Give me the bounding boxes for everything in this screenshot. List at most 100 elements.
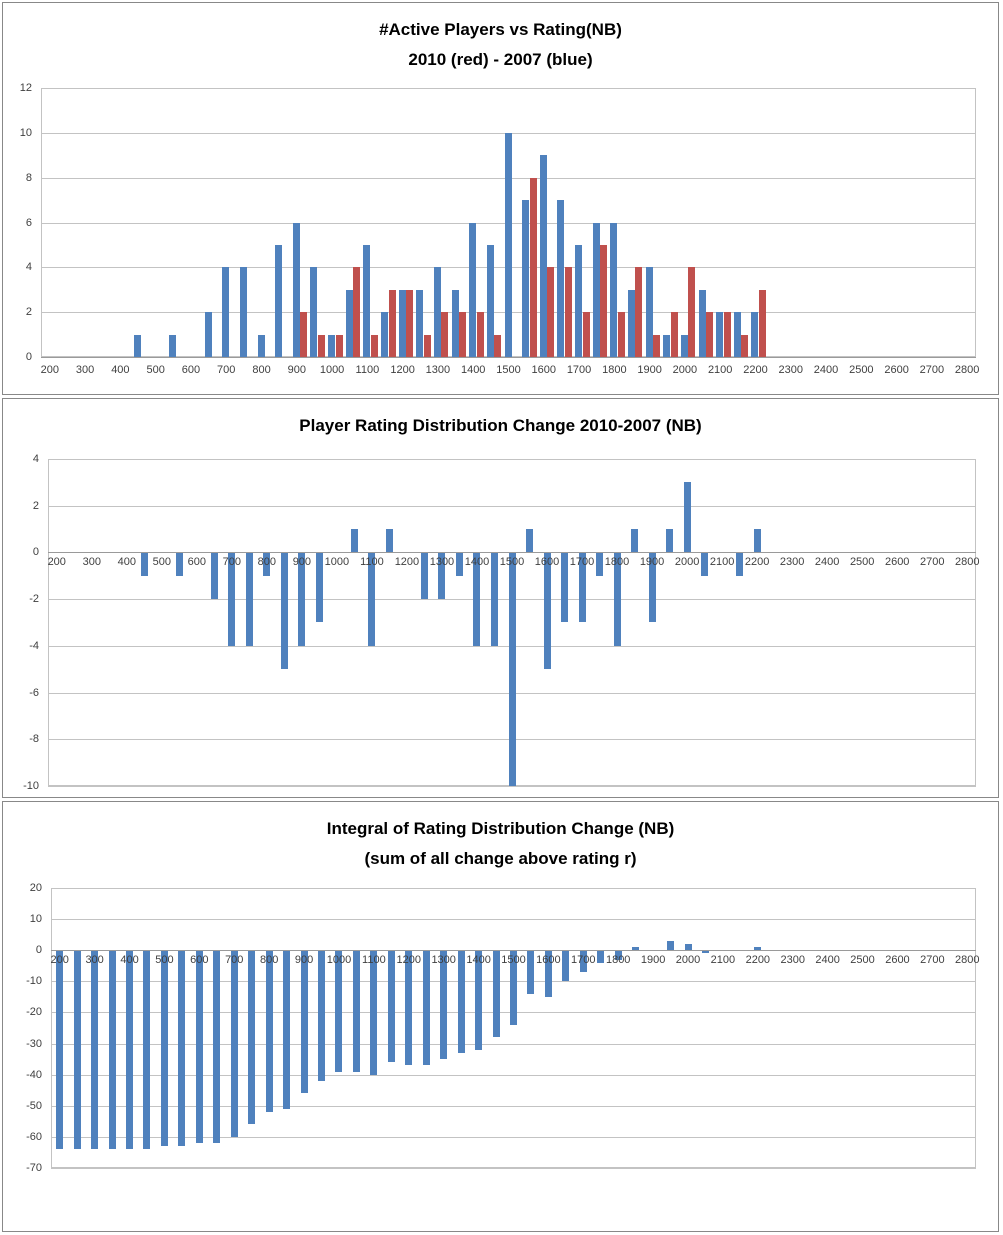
bar-integral xyxy=(300,950,308,1094)
y-tick-label: 10 xyxy=(29,913,42,926)
chart-title: Player Rating Distribution Change 2010-2… xyxy=(3,411,998,441)
x-tick-label: 400 xyxy=(120,954,139,967)
y-tick-label: -10 xyxy=(23,780,39,792)
x-tick-label: 1100 xyxy=(355,364,380,376)
bar-integral xyxy=(492,950,500,1038)
y-tick-label: 2 xyxy=(25,306,32,319)
bar-2007 xyxy=(239,267,247,357)
bar-integral xyxy=(614,950,622,960)
x-tick-label: 800 xyxy=(259,954,279,967)
bar-change-2010-2007 xyxy=(385,529,393,553)
bar-2007 xyxy=(557,200,565,357)
x-tick-label: 800 xyxy=(257,556,277,569)
y-tick-label: 0 xyxy=(25,351,32,363)
bar-2007 xyxy=(257,334,265,357)
bar-2010 xyxy=(388,289,396,357)
x-tick-label: 1200 xyxy=(394,556,420,569)
bar-2007 xyxy=(292,222,300,357)
x-tick-label: 400 xyxy=(111,364,130,376)
bar-change-2010-2007 xyxy=(596,552,604,576)
bar-integral xyxy=(73,950,81,1150)
x-tick-label: 1400 xyxy=(460,364,486,376)
bar-integral xyxy=(405,950,413,1066)
bar-change-2010-2007 xyxy=(701,552,709,576)
bar-integral xyxy=(143,950,151,1150)
bar-change-2010-2007 xyxy=(438,552,446,600)
y-tick-label: 2 xyxy=(32,499,39,512)
bar-2010 xyxy=(547,267,555,357)
bar-integral xyxy=(422,950,430,1066)
x-tick-label: 1400 xyxy=(466,954,491,967)
bar-integral xyxy=(457,950,465,1053)
x-tick-label: 1500 xyxy=(501,954,526,967)
x-tick-label: 1000 xyxy=(319,364,345,376)
plot-border xyxy=(51,888,976,1168)
bar-2010 xyxy=(758,289,766,357)
bar-2007 xyxy=(751,312,759,357)
bar-change-2010-2007 xyxy=(578,552,586,623)
y-tick-label: -4 xyxy=(29,639,39,652)
x-tick-label: 2100 xyxy=(709,556,735,569)
bar-2007 xyxy=(134,334,142,357)
bar-2007 xyxy=(592,222,600,357)
bar-integral xyxy=(562,950,570,982)
bar-integral xyxy=(701,950,709,954)
y-tick-label: -2 xyxy=(29,593,39,606)
bar-2010 xyxy=(600,244,608,357)
bar-2007 xyxy=(363,244,371,357)
x-tick-label: 2100 xyxy=(707,364,733,376)
y-tick-label: 0 xyxy=(32,546,39,559)
x-tick-label: 1600 xyxy=(536,954,561,967)
y-tick-label: 8 xyxy=(25,171,32,184)
bar-integral xyxy=(597,950,605,963)
x-tick-label: 2700 xyxy=(919,364,945,376)
x-tick-label: 2200 xyxy=(744,556,770,569)
bar-2010 xyxy=(635,267,643,357)
bar-change-2010-2007 xyxy=(350,529,358,553)
bar-2010 xyxy=(617,312,625,357)
x-tick-label: 2700 xyxy=(920,954,945,967)
gridline xyxy=(41,88,976,89)
x-tick-label: 2400 xyxy=(815,954,840,967)
bar-2010 xyxy=(423,334,431,357)
y-tick-label: 20 xyxy=(29,882,42,894)
bar-integral xyxy=(108,950,116,1150)
bar-change-2010-2007 xyxy=(263,552,271,576)
bar-2007 xyxy=(398,289,406,357)
bar-integral xyxy=(544,950,552,997)
bar-2007 xyxy=(504,132,512,357)
bar-2007 xyxy=(733,312,741,357)
x-tick-label: 2100 xyxy=(710,954,736,967)
chart-panel-rating-change: Player Rating Distribution Change 2010-2… xyxy=(2,398,999,798)
x-tick-label: 300 xyxy=(85,954,104,967)
y-tick-label: 6 xyxy=(25,216,32,229)
x-tick-label: 800 xyxy=(252,364,271,376)
x-tick-label: 700 xyxy=(222,556,242,569)
bar-2010 xyxy=(476,312,484,357)
x-tick-label: 1300 xyxy=(429,556,455,569)
bar-change-2010-2007 xyxy=(473,552,481,646)
x-tick-label: 1200 xyxy=(396,954,422,967)
bar-integral xyxy=(318,950,326,1081)
x-tick-label: 1600 xyxy=(531,364,557,376)
x-tick-label: 300 xyxy=(75,364,95,376)
bar-integral xyxy=(352,950,360,1072)
x-tick-label: 1500 xyxy=(496,364,521,376)
bar-2010 xyxy=(706,312,714,357)
x-tick-label: 600 xyxy=(181,364,201,376)
x-tick-label: 700 xyxy=(217,364,236,376)
x-tick-label: 2600 xyxy=(885,954,910,967)
x-tick-label: 1900 xyxy=(640,954,666,967)
bar-2007 xyxy=(222,267,230,357)
bar-change-2010-2007 xyxy=(666,529,674,553)
bar-integral xyxy=(126,950,134,1150)
x-tick-label: 2000 xyxy=(672,364,698,376)
bar-integral xyxy=(527,950,535,994)
x-tick-label: 1300 xyxy=(425,364,451,376)
bar-change-2010-2007 xyxy=(455,552,463,576)
bar-change-2010-2007 xyxy=(210,552,218,600)
y-tick-label: 10 xyxy=(19,126,32,139)
x-tick-label: 1200 xyxy=(390,364,415,376)
bar-2007 xyxy=(698,289,706,357)
bar-2010 xyxy=(370,334,378,357)
